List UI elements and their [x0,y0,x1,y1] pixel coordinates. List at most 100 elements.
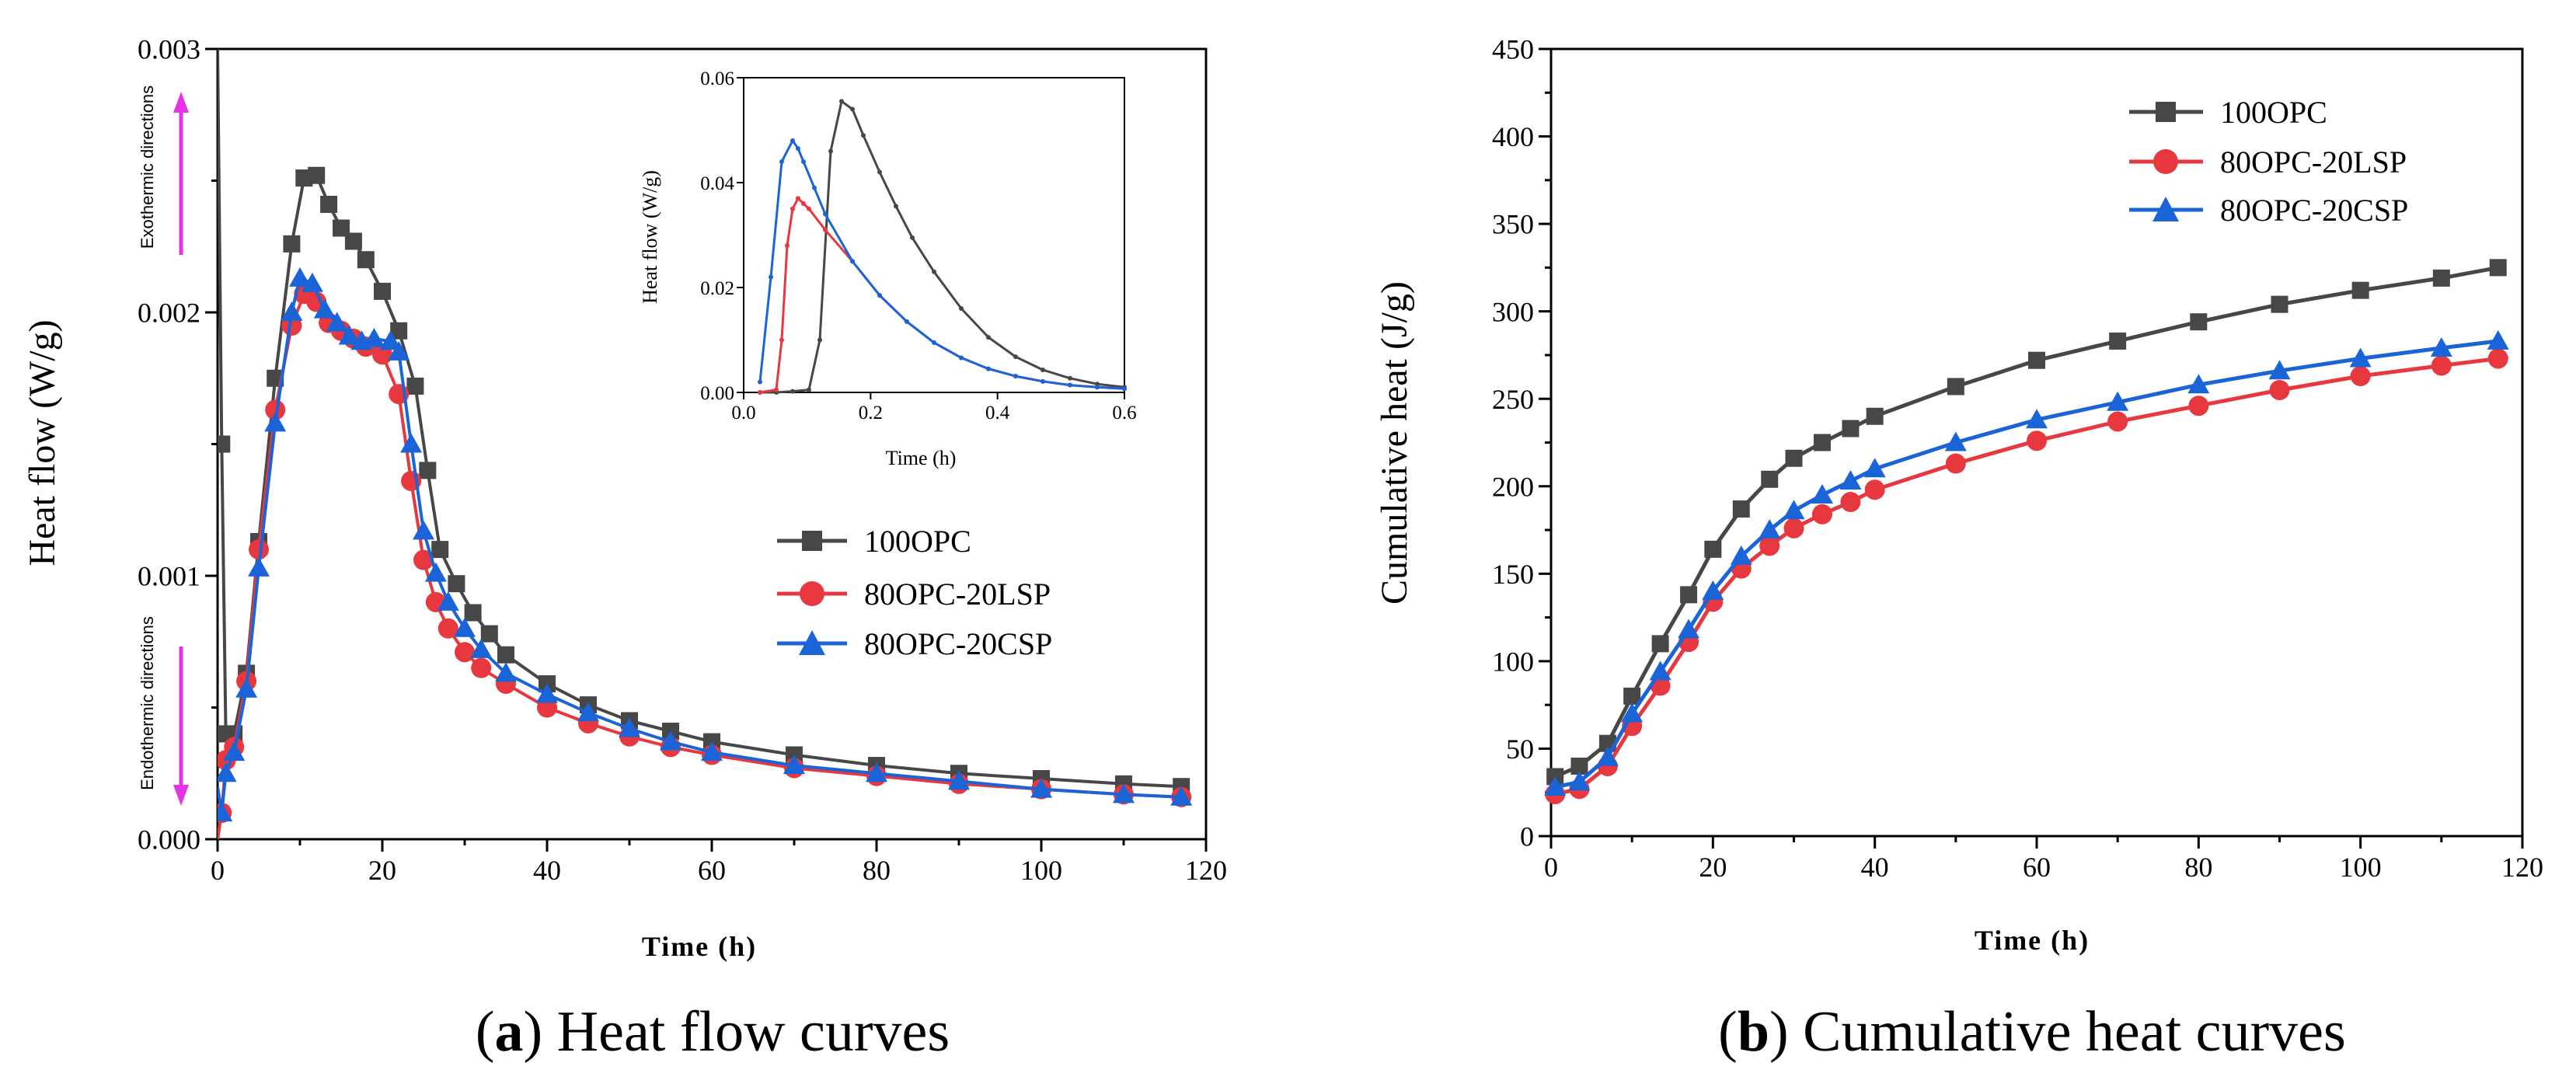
data-point-80OPC-20LSP [785,243,790,248]
data-point-100OPC [2109,332,2127,350]
data-point-100OPC [828,148,833,154]
panel-a: 0 20 40 60 80 100 120 0.000 0.001 0.002 0.003 Tim… [22,34,1227,962]
legend-marker-circle [800,581,824,606]
data-point-80OPC-20CSP [2026,409,2048,429]
data-point-80OPC-20CSP [2349,347,2372,368]
data-point-80OPC-20CSP [1596,746,1619,766]
data-point-100OPC [1704,540,1722,558]
y-tick-label: 150 [1492,559,1534,590]
y-tick-label: 350 [1492,209,1534,240]
exothermic-arrow-head [173,92,189,113]
inset-x-axis-title: Time (h) [886,447,957,469]
data-point-80OPC-20CSP [470,638,493,658]
panel-b: 0 20 40 60 80 100 120 0 50 100 150 200 250 300 350 400… [1374,34,2543,956]
data-point-80OPC-20CSP [1170,786,1193,806]
data-point-80OPC-20CSP [388,340,410,361]
data-point-80OPC-20CSP [1730,545,1752,565]
data-point-100OPC [357,251,375,269]
data-point-80OPC-20LSP [1945,453,1966,474]
data-point-100OPC [1813,434,1831,451]
data-point-100OPC [790,389,795,394]
inset-frame [743,77,1125,393]
data-point-100OPC [344,232,362,250]
data-point-80OPC-20CSP [1944,431,1967,451]
data-point-80OPC-20CSP [1783,500,1805,520]
legend-label-80OPC-20CSP: 80OPC-20CSP [2220,193,2408,228]
panel-a-y-ticks: 0.000 0.001 0.002 0.003 [138,34,218,856]
data-point-80OPC-20LSP [249,539,269,560]
data-point-80OPC-20LSP [807,206,811,211]
data-point-80OPC-20CSP [1678,619,1700,639]
legend-marker-square [802,531,822,551]
data-point-80OPC-20LSP [779,337,784,343]
legend-marker-triangle [799,630,825,655]
x-tick-label: 60 [698,855,726,886]
x-tick-label: 100 [1020,855,1062,886]
data-point-80OPC-20CSP [959,355,964,361]
legend-label-100OPC: 100OPC [864,524,971,559]
caption-a-label: a [495,1000,524,1064]
caption-b-text: Cumulative heat curves [1789,1000,2346,1064]
data-point-80OPC-20CSP [932,340,936,345]
data-point-80OPC-20CSP [660,730,681,751]
data-point-80OPC-20LSP [471,657,492,678]
y-tick-label: 0 [1520,821,1534,852]
data-point-80OPC-20CSP [877,293,882,298]
inset-series [758,99,1127,395]
data-point-80OPC-20CSP [790,138,795,143]
data-point-100OPC [320,196,338,214]
data-point-100OPC [419,462,437,479]
series-line-100OPC [760,99,1125,394]
data-point-100OPC [861,133,866,138]
data-point-100OPC [333,219,350,237]
x-tick-label: 40 [1861,852,1889,883]
data-point-80OPC-20CSP [379,330,402,350]
data-point-80OPC-20CSP [536,683,558,703]
data-point-80OPC-20CSP [769,274,773,280]
data-point-80OPC-20CSP [437,591,459,611]
legend-marker-square [2156,102,2176,122]
y-tick-label: 200 [1492,471,1534,502]
data-point-80OPC-20CSP [2187,374,2210,394]
y-tick-label: 400 [1492,121,1534,152]
data-point-80OPC-20CSP [577,702,599,722]
exothermic-label: Exothermic directions [138,85,157,249]
panel-b-legend: 100OPC 80OPC-20LSP 80OPC-20CSP [2129,95,2408,228]
data-point-100OPC [1013,354,1018,360]
data-point-80OPC-20CSP [2430,336,2452,357]
data-point-80OPC-20CSP [701,741,723,762]
y-tick-label: 0.02 [700,278,734,299]
data-point-80OPC-20LSP [1840,492,1861,513]
data-point-80OPC-20CSP [400,433,423,453]
data-point-100OPC [1651,635,1669,653]
legend-marker-circle [2153,149,2178,174]
data-point-100OPC [986,335,991,340]
data-point-80OPC-20CSP [1013,374,1018,379]
data-point-80OPC-20CSP [2268,360,2291,380]
data-point-80OPC-20LSP [2350,365,2371,386]
data-point-80OPC-20CSP [801,159,806,164]
data-point-80OPC-20CSP [850,259,855,264]
x-tick-label: 40 [533,855,561,886]
data-point-80OPC-20LSP [2431,355,2452,376]
data-point-80OPC-20CSP [495,662,517,682]
panel-b-x-ticks: 0 20 40 60 80 100 120 [1544,836,2543,883]
data-point-100OPC [2351,281,2369,299]
data-point-80OPC-20CSP [218,802,233,822]
data-point-80OPC-20CSP [313,298,336,319]
y-tick-label: 100 [1492,646,1534,677]
data-point-100OPC [1761,470,1779,488]
x-tick-label: 100 [2340,852,2382,883]
data-point-100OPC [807,387,811,392]
data-point-100OPC [1623,687,1641,705]
x-tick-label: 0 [1544,852,1558,883]
data-point-100OPC [2432,269,2450,287]
data-point-100OPC [839,99,844,104]
y-tick-label: 50 [1506,734,1534,765]
data-point-80OPC-20LSP [265,399,286,420]
panel-a-legend: 100OPC 80OPC-20LSP 80OPC-20CSP [777,524,1052,661]
panel-b-y-ticks: 0 50 100 150 200 250 300 350 400 450 [1492,34,1551,852]
data-point-80OPC-20CSP [1759,519,1781,539]
data-point-100OPC [817,337,822,343]
y-tick-label: 0.002 [138,298,200,329]
